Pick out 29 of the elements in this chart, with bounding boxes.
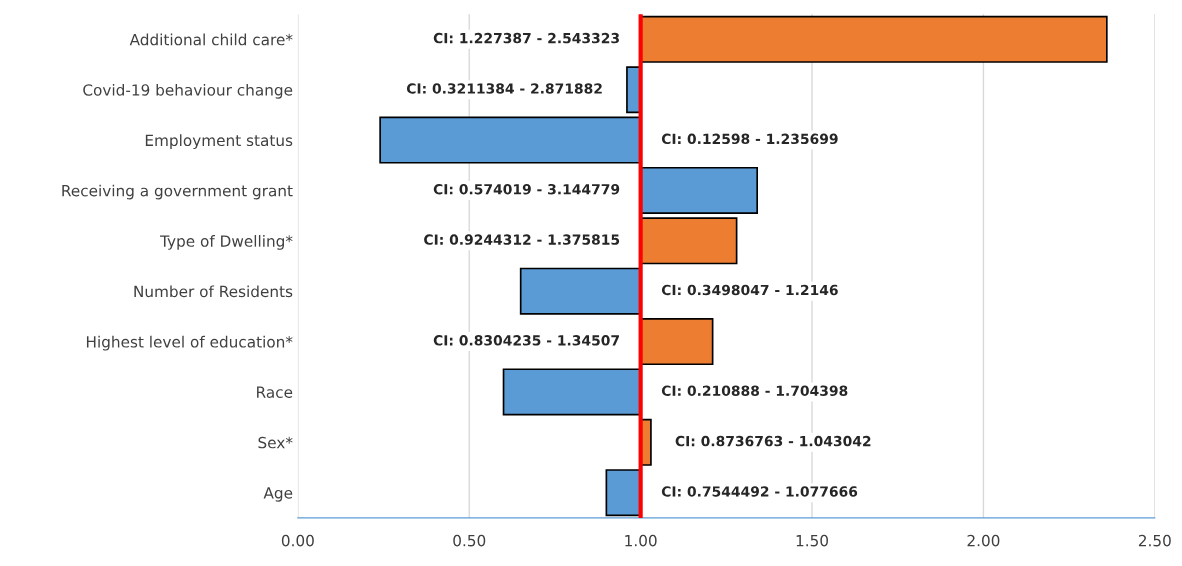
x-tick-label: 0.00: [281, 534, 314, 547]
y-tick-label: Type of Dwelling*: [160, 235, 293, 250]
annotation: CI: 0.7544492 - 1.077666: [661, 486, 858, 497]
x-tick-label: 2.00: [967, 534, 1000, 547]
y-tick-label: Race: [257, 386, 293, 398]
bar: [519, 267, 642, 315]
annotation: CI: 0.210888 - 1.704398: [661, 385, 848, 396]
y-tick-label: Sex*: [258, 436, 293, 449]
x-tick-label: 1.00: [625, 534, 657, 547]
x-tick-label: 0.50: [453, 534, 486, 547]
bar: [379, 116, 642, 164]
bar: [502, 368, 642, 416]
annotation: CI: 0.9244312 - 1.375815: [424, 234, 620, 245]
x-tick-label: 2.50: [1138, 534, 1171, 547]
annotation: CI: 0.12598 - 1.235699: [661, 133, 838, 145]
annotation: CI: 0.8736763 - 1.043042: [675, 435, 871, 447]
y-tick-label: Age: [263, 487, 293, 502]
y-tick-label: Additional child care*: [129, 33, 293, 46]
annotation: CI: 1.227387 - 2.543323: [433, 32, 619, 44]
annotation: CI: 0.574019 - 3.144779: [433, 183, 620, 195]
y-tick-label: Number of Residents: [134, 285, 293, 298]
y-tick-label: Employment status: [145, 134, 293, 150]
y-tick-label: Covid-19 behaviour change: [83, 83, 293, 99]
annotation: CI: 0.3498047 - 1.2146: [661, 284, 838, 296]
y-tick-label: Receiving a government grant: [62, 184, 293, 200]
annotation: CI: 0.8304235 - 1.34507: [433, 335, 619, 346]
y-tick-label: Highest level of education*: [86, 335, 293, 351]
x-tick-label: 1.50: [796, 534, 829, 547]
annotation: CI: 0.3211384 - 2.871882: [406, 83, 602, 94]
